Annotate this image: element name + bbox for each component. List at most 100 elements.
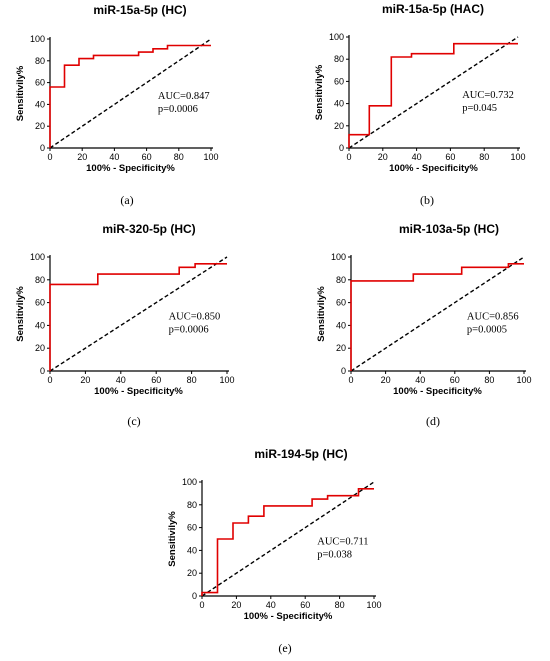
x-tick-label: 20 [378, 152, 388, 162]
x-tick-label: 100 [516, 375, 531, 385]
chart-title: miR-15a-5p (HC) [93, 3, 186, 17]
p-value-annotation: p=0.045 [462, 103, 497, 114]
x-tick-label: 0 [47, 152, 52, 162]
x-axis-label: 100% - Specificity% [94, 386, 183, 397]
y-tick-label: 20 [35, 343, 45, 353]
panel-caption: (b) [420, 193, 434, 207]
x-tick-label: 20 [80, 375, 90, 385]
panel-caption: (c) [127, 414, 140, 428]
y-tick-label: 100 [30, 252, 45, 262]
auc-annotation: AUC=0.732 [462, 90, 514, 101]
x-tick-label: 20 [381, 375, 391, 385]
roc-curve [49, 262, 227, 371]
y-axis-label: Sensitivily% [15, 286, 26, 342]
x-tick-label: 100 [203, 152, 218, 162]
y-tick-label: 80 [187, 500, 197, 510]
y-tick-label: 60 [35, 78, 45, 88]
roc-curve [350, 262, 524, 371]
y-tick-label: 60 [187, 523, 197, 533]
x-tick-label: 60 [300, 600, 310, 610]
y-tick-label: 80 [334, 54, 344, 64]
panel-caption: (d) [426, 414, 440, 428]
x-tick-label: 40 [412, 152, 422, 162]
auc-annotation: AUC=0.850 [169, 312, 221, 323]
x-tick-label: 100 [366, 600, 381, 610]
panel-caption: (e) [278, 641, 291, 655]
y-tick-label: 40 [187, 545, 197, 555]
x-tick-label: 80 [174, 152, 184, 162]
y-tick-label: 20 [336, 343, 346, 353]
x-tick-label: 20 [231, 600, 241, 610]
y-tick-label: 100 [30, 34, 45, 44]
y-tick-label: 100 [329, 32, 344, 42]
y-tick-label: 0 [192, 591, 197, 601]
auc-annotation: AUC=0.711 [317, 537, 368, 548]
y-tick-label: 60 [336, 298, 346, 308]
y-tick-label: 100 [331, 252, 346, 262]
y-axis-label: Sensitivily% [167, 511, 178, 567]
x-tick-label: 80 [187, 375, 197, 385]
y-tick-label: 80 [336, 275, 346, 285]
x-tick-label: 40 [109, 152, 119, 162]
auc-annotation: AUC=0.847 [158, 91, 210, 102]
x-tick-label: 0 [346, 152, 351, 162]
roc-panel-a: miR-15a-5p (HC) 0 20 40 60 80 100 0 20 40 60 80 100 1… [15, 3, 219, 207]
x-tick-label: 40 [266, 600, 276, 610]
y-tick-label: 0 [341, 366, 346, 376]
y-tick-label: 80 [35, 56, 45, 66]
chart-title: miR-320-5p (HC) [102, 222, 195, 236]
roc-panel-b: miR-15a-5p (HAC)0 20 40 60 80 100020406080100… [314, 2, 526, 207]
x-tick-label: 0 [47, 375, 52, 385]
x-tick-label: 60 [142, 152, 152, 162]
y-tick-label: 40 [35, 320, 45, 330]
x-tick-label: 40 [415, 375, 425, 385]
x-tick-label: 40 [116, 375, 126, 385]
p-value-annotation: p=0.0006 [158, 104, 198, 115]
y-tick-label: 0 [40, 143, 45, 153]
chart-title: miR-103a-5p (HC) [399, 222, 499, 236]
auc-annotation: AUC=0.856 [467, 312, 519, 323]
x-axis-label: 100% - Specificity% [389, 163, 478, 174]
y-axis-label: Sensitivily% [15, 65, 26, 121]
reference-diagonal [348, 36, 519, 149]
x-tick-label: 100 [510, 152, 525, 162]
reference-diagonal [49, 256, 228, 372]
y-tick-label: 40 [336, 320, 346, 330]
y-tick-label: 60 [334, 76, 344, 86]
roc-panel-c: miR-320-5p (HC) 0 20 40 60 80 100 0 20 40 60 80 100 1… [15, 222, 235, 428]
reference-diagonal [350, 256, 525, 372]
x-tick-label: 80 [484, 375, 494, 385]
x-tick-label: 60 [445, 152, 455, 162]
y-tick-label: 20 [187, 568, 197, 578]
roc-curve [201, 487, 374, 596]
y-tick-label: 40 [35, 99, 45, 109]
x-tick-label: 80 [479, 152, 489, 162]
reference-diagonal [201, 481, 375, 597]
y-tick-label: 60 [35, 298, 45, 308]
p-value-annotation: p=0.0005 [467, 325, 507, 336]
x-tick-label: 80 [335, 600, 345, 610]
roc-curve [49, 44, 211, 148]
panel-caption: (a) [120, 193, 133, 207]
y-tick-label: 100 [182, 477, 197, 487]
p-value-annotation: p=0.038 [317, 550, 352, 561]
roc-panel-e: miR-194-5p (HC) 0 20 40 60 80 100 0 20 40 60 80 100 1… [167, 447, 382, 655]
y-tick-label: 20 [35, 121, 45, 131]
y-axis-label: Sensitivily% [316, 286, 327, 342]
roc-curve [348, 42, 518, 148]
x-axis-label: 100% - Specificity% [244, 611, 333, 622]
y-tick-label: 0 [40, 366, 45, 376]
x-axis-label: 100% - Specificity% [86, 163, 175, 174]
x-tick-label: 0 [199, 600, 204, 610]
chart-title: miR-15a-5p (HAC) [382, 2, 484, 16]
x-tick-label: 0 [348, 375, 353, 385]
y-tick-label: 40 [334, 99, 344, 109]
x-tick-label: 100 [219, 375, 234, 385]
y-tick-label: 20 [334, 121, 344, 131]
x-tick-label: 20 [77, 152, 87, 162]
y-tick-label: 80 [35, 275, 45, 285]
chart-title: miR-194-5p (HC) [254, 447, 347, 461]
y-axis-label: Sensitivily% [314, 64, 325, 120]
p-value-annotation: p=0.0006 [169, 325, 209, 336]
